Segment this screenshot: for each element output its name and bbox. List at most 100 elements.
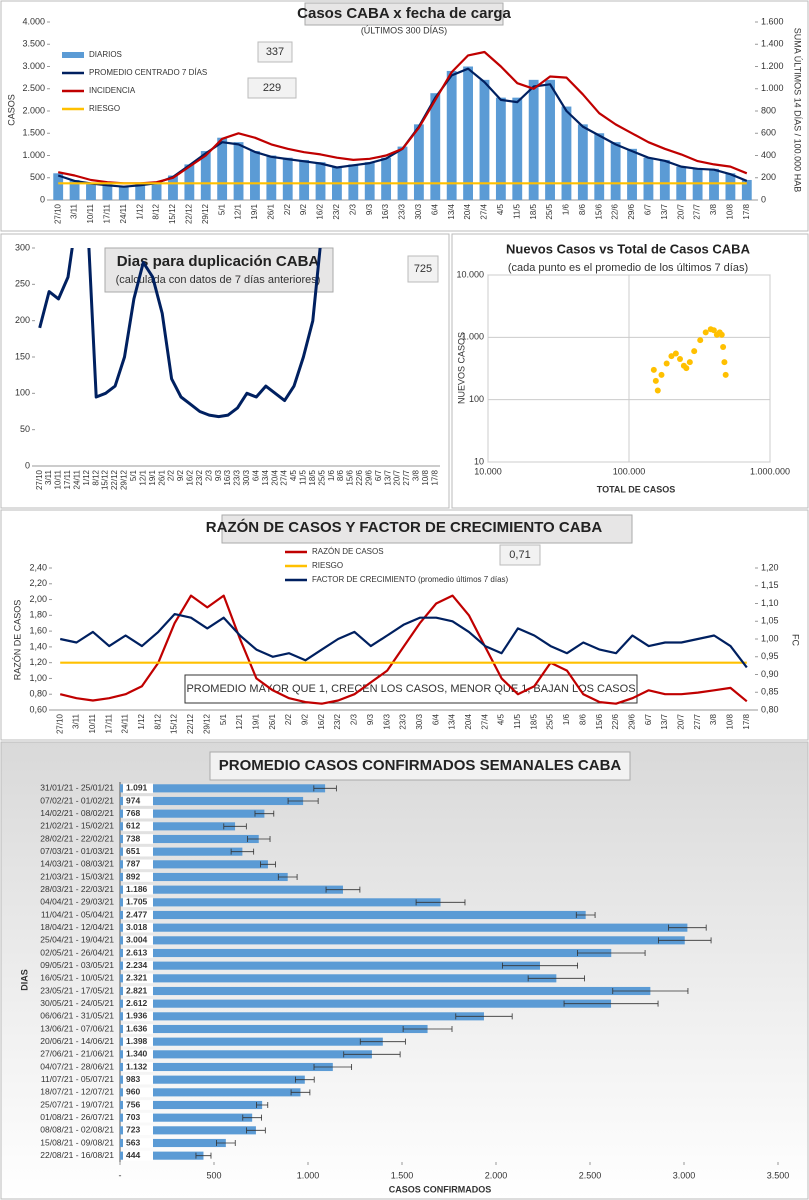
value-label: 1.398 xyxy=(126,1036,148,1046)
x-tick-label: 22/6 xyxy=(611,713,620,729)
x-tick-label: 29/12 xyxy=(202,713,211,734)
point xyxy=(683,365,690,372)
x-tick-label: 8/12 xyxy=(91,469,100,485)
x-tick-label: 8/6 xyxy=(336,469,345,481)
bar xyxy=(512,97,523,200)
value-label-box xyxy=(123,1062,153,1072)
x-tick-label: 500 xyxy=(206,1170,221,1180)
error-bar xyxy=(287,798,319,804)
x-tick-label: 13/7 xyxy=(383,469,392,485)
x-tick-label: 2/2 xyxy=(167,469,176,481)
bar xyxy=(168,175,178,200)
x-tick-label: 6/4 xyxy=(251,469,260,481)
x-tick-label: 15/12 xyxy=(168,203,177,224)
bar xyxy=(120,986,651,996)
legend-label: DIARIOS xyxy=(89,50,122,59)
value-label-box xyxy=(123,1024,153,1034)
y-tick-label: 08/08/21 - 02/08/21 xyxy=(40,1125,114,1135)
x-tick-label: 23/3 xyxy=(399,713,408,729)
error-bar xyxy=(254,810,275,817)
y-axis-label: RAZÓN DE CASOS xyxy=(12,600,22,681)
x-tick-label: 6/7 xyxy=(644,713,653,725)
error-bar xyxy=(612,988,689,994)
bar xyxy=(120,961,540,970)
y2-tick-label: 1,20 xyxy=(761,562,779,572)
bar xyxy=(446,70,457,200)
x-tick-label: 12/1 xyxy=(138,469,147,485)
x-tick-label: 27/7 xyxy=(693,713,702,729)
y-tick-label: 500 xyxy=(30,172,45,182)
y2-tick-label: 1,00 xyxy=(761,633,779,643)
x-tick-label: 1.000 xyxy=(297,1170,320,1180)
x-tick-label: 100.000 xyxy=(613,466,646,476)
bar xyxy=(120,1075,305,1084)
point xyxy=(652,377,659,384)
x-tick-label: 23/2 xyxy=(195,469,204,485)
x-tick-label: 20/7 xyxy=(677,713,686,729)
value-label-box xyxy=(123,859,153,870)
y-tick-label: 18/04/21 - 12/04/21 xyxy=(40,922,114,932)
y-tick-label: 21/03/21 - 15/03/21 xyxy=(40,871,114,881)
chart-title: Nuevos Casos vs Total de Casos CABA xyxy=(506,241,751,256)
bar xyxy=(120,872,288,882)
y-tick-label: 1.500 xyxy=(22,128,45,138)
y-tick-label: 0 xyxy=(25,460,30,470)
bar xyxy=(120,834,259,844)
x-tick-label: 3/11 xyxy=(72,713,81,729)
x-tick-label: 10.000 xyxy=(474,466,502,476)
x-tick-label: 19/1 xyxy=(250,203,259,219)
value-label-box xyxy=(123,834,153,844)
line xyxy=(38,248,322,419)
value-label-box xyxy=(123,1112,153,1123)
error-bar xyxy=(242,1114,262,1121)
value-label-box xyxy=(123,973,153,984)
plot xyxy=(53,50,752,200)
error-bar xyxy=(230,848,255,855)
bar xyxy=(69,179,80,200)
value-label-box xyxy=(123,1087,153,1098)
x-tick-label: 29/6 xyxy=(364,469,373,485)
bar xyxy=(120,847,243,856)
bar xyxy=(120,936,685,945)
x-tick-label: 5/1 xyxy=(219,713,228,725)
y-tick-label: 50 xyxy=(20,424,30,434)
y-axis-label: CASOS xyxy=(6,94,16,126)
bar xyxy=(151,182,162,200)
y2-tick-label: 1.000 xyxy=(761,83,784,93)
x-tick-label: 15/6 xyxy=(595,713,604,729)
x-tick-label: 17/8 xyxy=(430,469,439,485)
annotation: 0,71 xyxy=(509,549,530,561)
value-label: 2.234 xyxy=(126,960,148,970)
x-tick-label: 16/2 xyxy=(317,713,326,729)
bar xyxy=(643,157,654,200)
x-tick-label: 2.000 xyxy=(485,1170,508,1180)
x-tick-label: 17/11 xyxy=(63,469,72,489)
y-tick-label: 27/06/21 - 21/06/21 xyxy=(40,1049,114,1059)
x-tick-label: 22/6 xyxy=(611,203,620,219)
bar xyxy=(102,184,113,200)
title-box xyxy=(304,2,504,26)
value-label-box xyxy=(123,1138,153,1148)
x-tick-label: 29/12 xyxy=(201,203,210,224)
chart-title: Dias para duplicación CABA xyxy=(117,253,320,270)
y-tick-label: 04/04/21 - 29/03/21 xyxy=(40,897,114,907)
bar xyxy=(120,1138,226,1148)
bar xyxy=(545,79,555,200)
x-tick-label: 9/2 xyxy=(301,713,310,725)
x-tick-label: 23/2 xyxy=(333,713,342,729)
y2-tick-label: 1,15 xyxy=(761,580,779,590)
value-label-box xyxy=(123,1011,153,1022)
y2-tick-label: 400 xyxy=(761,150,776,160)
value-label-box xyxy=(123,998,153,1009)
x-tick-label: 1/6 xyxy=(562,713,571,725)
y2-tick-label: 0 xyxy=(761,194,766,204)
legend-label: RIESGO xyxy=(312,561,343,570)
y-tick-label: 1.000 xyxy=(461,332,484,342)
x-tick-label: 30/3 xyxy=(414,203,423,219)
value-label: 2.821 xyxy=(126,985,148,995)
x-tick-label: 2/2 xyxy=(284,713,293,725)
point xyxy=(672,350,679,357)
x-tick-label: 2/2 xyxy=(283,203,292,215)
y2-tick-label: 200 xyxy=(761,172,776,182)
y-tick-label: 30/05/21 - 24/05/21 xyxy=(40,998,114,1008)
